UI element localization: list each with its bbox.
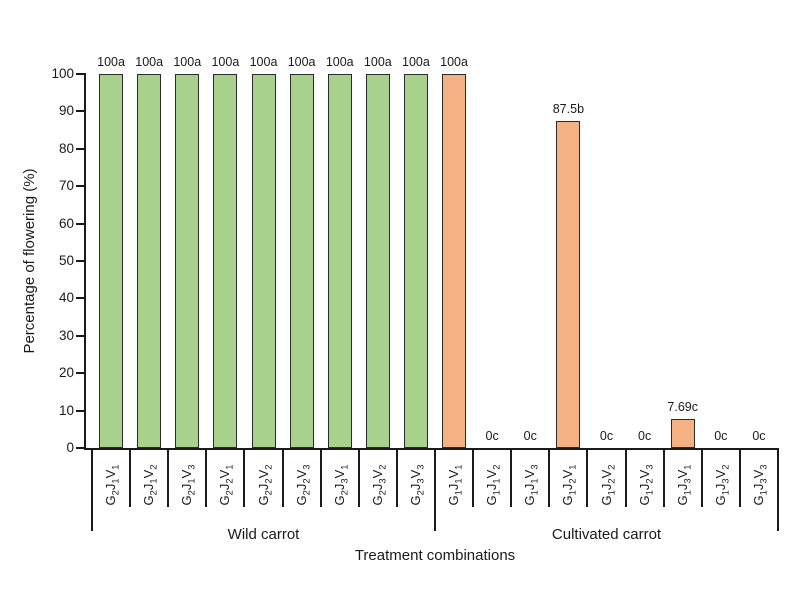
y-axis-tick <box>76 297 84 300</box>
bar-value-label: 0c <box>752 429 766 443</box>
category-label: G1J1V3 <box>522 464 540 506</box>
y-tick-label: 60 <box>58 215 74 231</box>
category-label: G1J2V1 <box>560 464 578 506</box>
category-separator <box>243 448 246 507</box>
category-separator <box>510 448 513 507</box>
y-tick-label: 10 <box>58 402 74 418</box>
y-axis-tick <box>76 73 84 75</box>
category-label: G1J2V3 <box>636 464 655 506</box>
category-label: G1J3V2 <box>712 464 731 506</box>
category-separator <box>395 448 398 507</box>
y-axis-tick <box>76 110 84 113</box>
category-label: G2J3V2 <box>369 464 388 506</box>
bar-value-label: 0c <box>714 429 728 443</box>
y-tick-label: 50 <box>58 253 74 268</box>
bar-value-label: 0c <box>523 429 537 443</box>
bar <box>403 74 428 448</box>
bar-value-label: 100a <box>173 55 202 69</box>
category-separator <box>738 448 741 507</box>
bar-value-label: 0c <box>638 429 652 443</box>
y-tick-label: 30 <box>58 327 74 343</box>
category-label: G1J3V1 <box>674 464 693 506</box>
category-separator <box>205 448 208 507</box>
y-tick-label: 0 <box>66 440 74 455</box>
bar-value-label: 100a <box>97 55 125 69</box>
x-axis-title: Treatment combinations <box>354 547 516 564</box>
bar <box>213 74 238 448</box>
bar <box>556 120 581 448</box>
bar <box>137 74 162 448</box>
bar-value-label: 100a <box>402 55 430 69</box>
bar <box>670 419 695 448</box>
y-axis-tick <box>76 222 84 225</box>
x-axis-line <box>84 447 779 450</box>
category-separator <box>548 448 551 507</box>
bar-value-label: 100a <box>249 55 278 69</box>
group-boundary-line <box>434 448 436 531</box>
bar-value-label: 100a <box>325 55 354 69</box>
category-separator <box>662 448 665 507</box>
category-separator <box>319 448 322 507</box>
bar <box>327 74 352 448</box>
y-axis-tick <box>76 185 84 188</box>
bar-value-label: 7.69c <box>667 400 699 415</box>
category-label: G2J2V3 <box>293 464 312 506</box>
bar <box>251 74 276 448</box>
y-tick-label: 40 <box>58 290 74 306</box>
category-label: G2J2V1 <box>217 464 235 506</box>
y-axis-line <box>84 73 86 450</box>
y-axis-tick <box>76 260 84 262</box>
bar-value-label: 100a <box>287 55 316 69</box>
category-label: G2J1V3 <box>179 464 197 506</box>
category-separator <box>624 448 627 507</box>
category-label: G1J3V3 <box>750 464 769 506</box>
category-separator <box>129 448 132 507</box>
category-label: G1J1V2 <box>484 464 502 506</box>
group-boundary-line <box>777 448 779 531</box>
bar-value-label: 100a <box>363 55 392 69</box>
category-separator <box>586 448 589 507</box>
category-label: G2J3V1 <box>331 464 350 506</box>
category-label: G1J1V1 <box>446 464 464 506</box>
y-axis-tick <box>76 334 84 337</box>
bar-value-label: 0c <box>599 429 614 443</box>
bar <box>365 74 390 448</box>
category-separator <box>357 448 360 507</box>
category-separator <box>472 448 475 507</box>
y-tick-label: 20 <box>58 365 74 381</box>
bar-value-label: 0c <box>485 429 499 443</box>
category-label: G2J3V3 <box>407 464 426 506</box>
y-axis-tick <box>76 147 84 150</box>
group-label: Cultivated carrot <box>551 526 662 543</box>
category-label: G2J1V1 <box>103 464 121 506</box>
y-axis-tick <box>76 447 84 449</box>
category-separator <box>281 448 284 507</box>
bar-value-label: 100a <box>135 55 164 69</box>
y-axis-tick <box>76 409 84 412</box>
category-label: G2J1V2 <box>141 464 159 506</box>
bar <box>442 74 467 448</box>
y-axis-tick <box>76 372 84 375</box>
group-boundary-line <box>91 448 93 531</box>
bar <box>289 74 314 448</box>
y-tick-label: 100 <box>51 66 74 81</box>
y-tick-label: 80 <box>58 140 74 156</box>
category-separator <box>700 448 703 507</box>
bar <box>99 74 124 448</box>
category-separator <box>167 448 170 507</box>
group-label: Wild carrot <box>227 526 300 543</box>
bar <box>175 74 200 448</box>
y-tick-label: 70 <box>58 178 74 194</box>
y-tick-label: 90 <box>58 103 74 119</box>
category-label: G2J2V2 <box>255 464 274 506</box>
bar-value-label: 87.5b <box>552 101 585 116</box>
bar-value-label: 100a <box>211 55 240 69</box>
bar-value-label: 100a <box>440 55 468 69</box>
category-label: G1J2V2 <box>598 464 617 506</box>
